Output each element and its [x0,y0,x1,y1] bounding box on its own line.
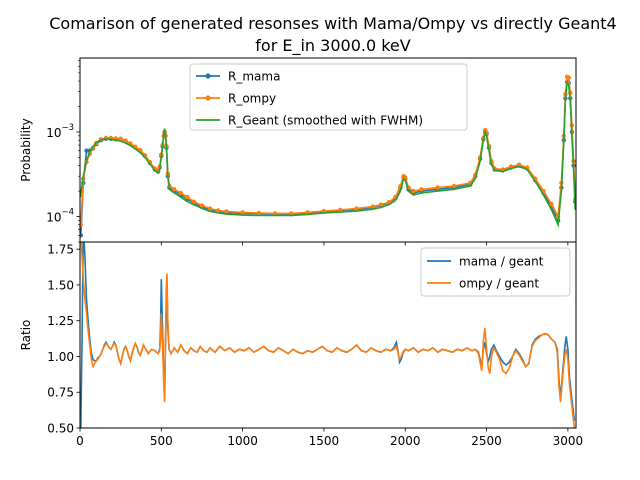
data-point-r-ompy [240,210,245,215]
data-point-r-ompy [289,211,294,216]
bottom-y-tick-label: 1.75 [47,243,74,257]
top-legend-box [189,63,468,131]
data-point-r-ompy [338,207,343,213]
top-legend: R_mama R_ompy R_Geant (smoothed with FWHM) [189,63,468,131]
data-point-r-ompy [216,208,221,213]
legend-label-r-geant-smoothed-with-fwhm: R_Geant (smoothed with FWHM) [228,114,423,128]
series-line-r-ompy [80,75,576,225]
legend-label-ompy-geant: ompy / geant [459,277,539,291]
x-tick-label: 2500 [471,434,502,448]
x-tick-label: 3000 [553,434,584,448]
x-tick-label: 1500 [309,434,340,448]
bottom-plot-area [80,242,576,428]
data-point-r-ompy [256,210,262,216]
top-plot-area [80,74,576,238]
series-line-r-geant-smoothed-with-fwhm [80,80,576,228]
bottom-y-tick-label: 1.00 [47,350,74,364]
legend-marker-r-ompy [205,95,211,101]
bottom-y-axis-label: Ratio [19,320,33,351]
data-point-r-ompy [370,204,375,209]
data-point-r-ompy [118,136,123,141]
x-tick-label: 1000 [227,434,258,448]
data-point-r-ompy [305,210,310,215]
data-point-r-ompy [378,202,384,207]
bottom-axes: 0.50 0.75 1.00 1.25 1.50 1.75 0 500 1000 1500 2000… [47,243,583,448]
chart-title-line-1: Comarison of generated resonses with Mam… [49,14,616,33]
data-point-r-ompy [451,183,457,189]
bottom-legend-box [420,247,571,297]
data-point-r-ompy [516,162,522,167]
top-panel: 10−310−4 Probability R_mamaR_ompyR_Geant… [19,57,577,246]
bottom-y-tick-label: 1.25 [47,314,74,328]
data-point-r-mama [84,148,89,153]
data-point-r-ompy [172,187,177,192]
x-tick-label: 500 [150,434,173,448]
data-point-r-mama [80,233,83,238]
legend-marker-r-mama [205,73,211,79]
data-point-r-ompy [419,187,424,192]
legend-label-mama-geant: mama / geant [459,255,544,269]
data-point-r-ompy [80,222,83,227]
data-point-r-ompy [272,211,278,216]
data-point-r-ompy [123,138,128,143]
bottom-axes-frame [79,241,577,429]
data-point-r-ompy [566,75,571,80]
data-point-r-ompy [224,209,229,214]
top-y-axis-label: Probability [19,118,33,181]
x-tick-label: 2000 [390,434,421,448]
chart-title-line-2: for E_in 3000.0 keV [255,36,410,56]
data-point-r-ompy [549,202,554,207]
data-point-r-ompy [178,190,183,196]
bottom-y-tick-label: 0.50 [47,422,74,436]
bottom-y-tick-label: 0.75 [47,386,74,400]
bottom-legend: mama / geant ompy / geant [420,247,571,297]
data-point-r-ompy [354,206,359,211]
series-line-ompy-geant [80,242,576,428]
data-point-r-ompy [435,185,440,190]
bottom-y-tick-label: 1.50 [47,278,74,292]
data-point-r-ompy [185,194,190,200]
bottom-panel: 0.50 0.75 1.00 1.25 1.50 1.75 0 500 1000 1500 2000… [19,241,583,448]
data-point-r-ompy [199,203,205,208]
x-tick-label: 0 [76,434,84,448]
legend-label-r-mama: R_mama [228,70,280,84]
data-point-r-ompy [191,199,196,204]
data-point-r-ompy [207,206,213,211]
data-point-r-ompy [411,188,416,194]
legend-label-r-ompy: R_ompy [228,92,276,106]
